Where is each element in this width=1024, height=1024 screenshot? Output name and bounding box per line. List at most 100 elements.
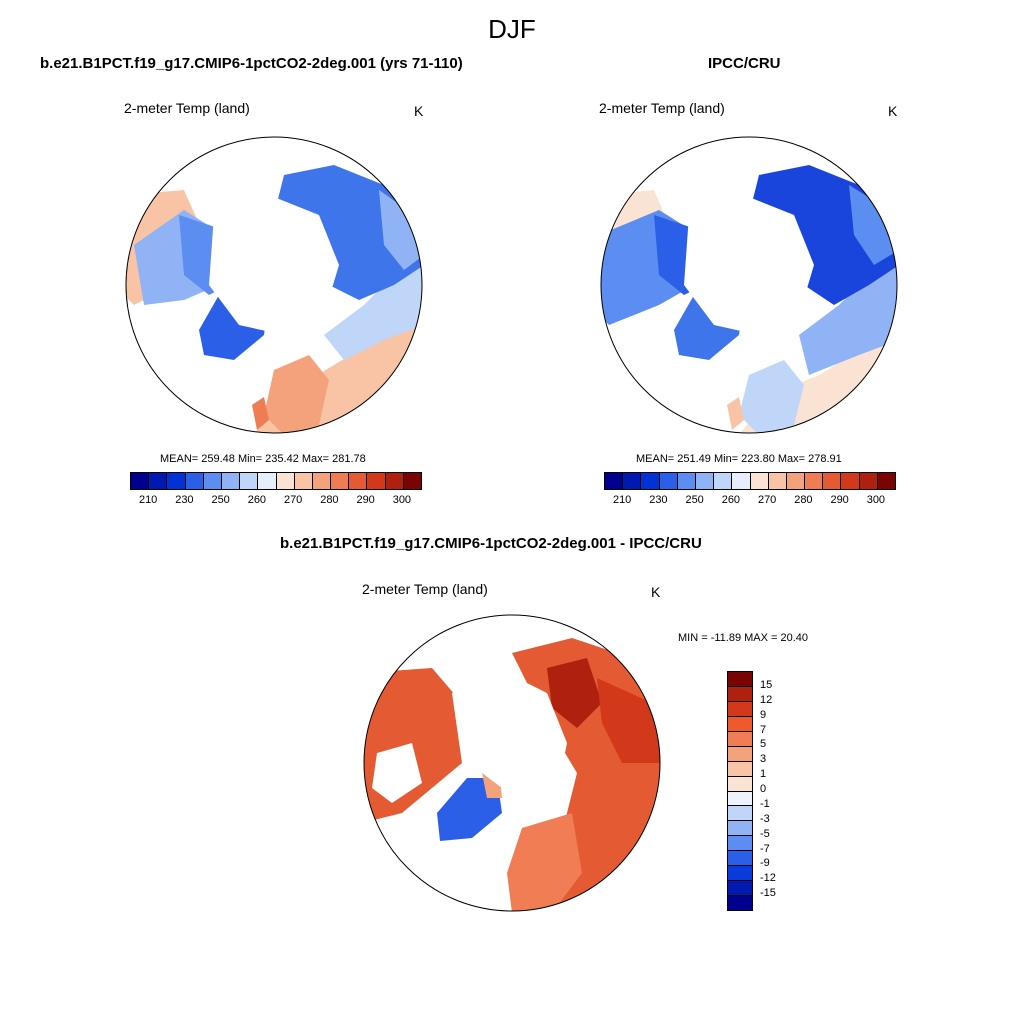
colorbar-tick-label: -15 [760,887,776,900]
colorbar-swatch [659,473,678,489]
colorbar-tick-label: 230 [649,494,668,506]
panel-2-land-siberia-east [849,185,897,265]
figure-title: DJF [488,14,536,44]
colorbar-swatch [240,473,259,489]
panel-2-stats: MEAN= 251.49 Min= 223.80 Max= 278.91 [636,453,842,465]
panel-3-land-europe [507,813,582,911]
colorbar-swatch [203,473,222,489]
colorbar-tick-label: 3 [760,753,767,766]
colorbar-swatch [167,473,186,489]
panel-3-stats: MIN = -11.89 MAX = 20.40 [678,632,809,644]
panel-2-units-label: K [888,103,898,119]
colorbar-tick-label: -5 [760,827,770,840]
colorbar-swatch [728,851,752,867]
panel-1-variable-label: 2-meter Temp (land) [124,100,250,116]
panel-1-arctic-ocean [209,195,339,335]
panel-2-polar-map [600,136,898,434]
colorbar-swatch [728,716,752,732]
colorbar-tick-label: 280 [320,494,339,506]
colorbar-tick-label: 270 [283,494,303,506]
panel-3-arctic-ocean [452,673,567,808]
colorbar-swatch [221,473,241,489]
colorbar-swatch [805,473,824,489]
colorbar-tick-label: 5 [760,738,767,751]
panel-1-stats: MEAN= 259.48 Min= 235.42 Max= 281.78 [160,453,366,465]
colorbar-swatch [367,473,386,489]
panel-2-land-europe [739,360,804,433]
colorbar-swatch [728,701,752,717]
colorbar-swatch [677,473,696,489]
panel-3-units-label: K [651,584,661,600]
panel-2-arctic-ocean [684,195,814,335]
colorbar-tick-label: 15 [760,678,773,691]
colorbar-tick-label: 300 [392,494,412,506]
colorbar-swatch [276,473,295,489]
panel-1-units-label: K [414,103,424,119]
colorbar-swatch [349,473,368,489]
colorbar-tick-label: 1 [760,768,767,781]
colorbar-swatch [312,473,332,489]
panel-3-variable-label: 2-meter Temp (land) [362,581,488,597]
colorbar-swatch [331,473,350,489]
panel-1-land-siberia-east [379,190,422,270]
colorbar-tick-label: 270 [757,494,777,506]
panel-3-land-siberia-hotspot [547,658,602,728]
panel-2-variable-label: 2-meter Temp (land) [599,100,725,116]
colorbar-swatch [714,473,733,489]
colorbar-tick-label: -3 [760,812,770,825]
colorbar-tick-label: 230 [175,494,194,506]
colorbar-swatch [728,731,752,747]
panel-1-land-uk [252,397,269,430]
colorbar-tick-label: 210 [138,494,158,506]
panel-2-title: IPCC/CRU [708,55,781,72]
colorbar-tick-label: 7 [760,723,767,736]
colorbar-tick-label: -7 [760,842,770,855]
panel-3-land-greenland [437,778,502,841]
colorbar-swatch [131,473,150,489]
colorbar-swatch [750,473,769,489]
colorbar-swatch [786,473,806,489]
colorbar-tick-label: 0 [760,783,767,795]
colorbar-swatch [728,746,752,762]
panel-1-polar-map [125,136,423,434]
panel-3-polar-map [363,614,661,912]
colorbar-swatch [768,473,787,489]
colorbar-swatch [623,473,642,489]
panel-1-colorbar [130,472,422,490]
panel-3-land-canada-interior [372,743,422,803]
panel-1-title: b.e21.B1PCT.f19_g17.CMIP6-1pctCO2-2deg.0… [40,55,463,72]
colorbar-swatch [732,473,751,489]
colorbar-tick-label: 260 [721,494,741,506]
colorbar-swatch [728,776,752,792]
colorbar-swatch [728,672,752,687]
colorbar-swatch [695,473,715,489]
colorbar-swatch [728,896,752,910]
colorbar-swatch [149,473,168,489]
panel-1-land-eurasia-mid [324,235,422,360]
colorbar-swatch [728,821,752,837]
panel-3-colorbar [727,671,753,911]
colorbar-swatch [385,473,404,489]
colorbar-tick-label: -12 [760,872,776,885]
colorbar-tick-label: -9 [760,857,770,870]
colorbar-swatch [877,473,895,489]
colorbar-tick-label: 280 [794,494,813,506]
colorbar-tick-label: 290 [356,494,375,506]
colorbar-tick-label: 12 [760,693,773,706]
colorbar-tick-label: 260 [247,494,267,506]
panel-2-colorbar [604,472,896,490]
colorbar-tick-label: 250 [685,494,704,506]
colorbar-swatch [728,806,752,822]
colorbar-swatch [605,473,624,489]
colorbar-tick-label: 300 [866,494,886,506]
colorbar-tick-label: 210 [612,494,632,506]
colorbar-swatch [728,836,752,852]
colorbar-swatch [641,473,660,489]
colorbar-swatch [728,791,752,807]
colorbar-swatch [728,761,752,777]
colorbar-swatch [728,686,752,702]
colorbar-swatch [728,881,752,897]
colorbar-swatch [403,473,421,489]
colorbar-swatch [185,473,204,489]
colorbar-tick-label: 9 [760,708,767,721]
